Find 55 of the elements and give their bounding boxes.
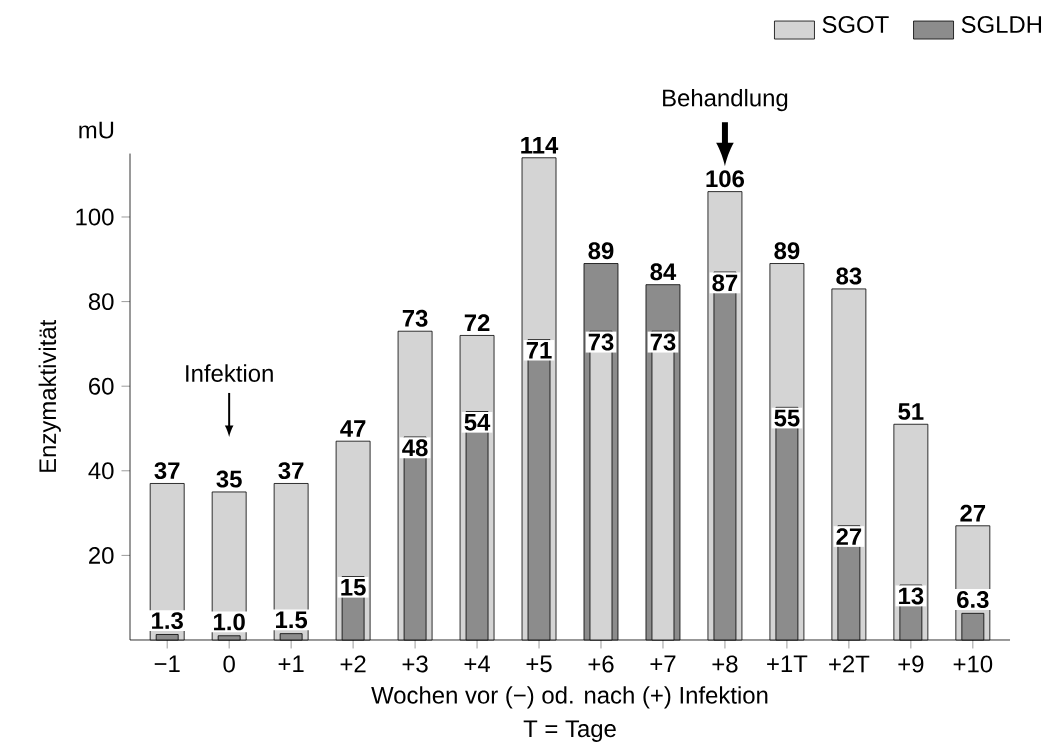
data-label: 89 [588, 242, 614, 260]
data-label: 72 [464, 314, 490, 332]
x-tick-label: +7 [650, 655, 676, 672]
x-tick-label: −1 [154, 655, 180, 672]
data-label: 27 [960, 504, 986, 522]
x-tick-label: +3 [402, 655, 428, 673]
x-tick-label: +10 [953, 655, 993, 673]
data-label: 37 [154, 462, 180, 480]
x-tick-label: +9 [898, 655, 924, 673]
data-label: 1.0 [214, 613, 245, 631]
data-label: 55 [774, 409, 800, 427]
data-label: 87 [712, 274, 738, 292]
y-tick-label: 40 [88, 462, 114, 480]
data-label: 73 [650, 333, 676, 351]
data-label: 71 [526, 342, 552, 359]
y-axis-title: Enzymaktivität [38, 319, 61, 472]
data-label: 89 [774, 242, 800, 260]
data-label: 37 [278, 462, 304, 480]
y-tick-label: 60 [89, 377, 114, 395]
legend-label: SGOT [822, 16, 889, 33]
annotation: Infektion [186, 364, 273, 382]
x-tick-label: +8 [712, 655, 738, 673]
x-tick-label: +4 [464, 655, 490, 672]
data-label: 15 [341, 578, 366, 596]
data-label: 73 [402, 309, 428, 327]
y-tick-label: 80 [88, 293, 114, 311]
y-tick-label: 20 [89, 546, 114, 564]
x-tick-label: +1T [767, 655, 808, 672]
data-label: 106 [706, 170, 745, 188]
x-tick-label: 0 [223, 655, 235, 673]
y-tick-label: 100 [76, 208, 114, 226]
text: mU [79, 121, 114, 139]
data-label: 54 [464, 413, 491, 431]
data-label: 73 [588, 333, 614, 351]
text: T = Tage [523, 720, 616, 742]
text: Behandlung [663, 88, 788, 112]
x-tick-label: +2 [340, 655, 366, 673]
x-axis-title: Wochen vor (−) od. nach (+) Infektion [371, 686, 768, 709]
x-tick-label: +2T [829, 655, 870, 673]
x-tick-label: +5 [526, 655, 552, 673]
data-label: 114 [521, 136, 559, 154]
data-label: 48 [402, 439, 428, 457]
data-label: 51 [898, 403, 924, 420]
data-label: 47 [340, 420, 366, 437]
x-tick-label: +1 [278, 655, 304, 672]
data-label: 84 [650, 263, 677, 281]
x-tick-label: +6 [588, 655, 614, 673]
data-label: 35 [216, 470, 242, 488]
data-label: 1.3 [152, 612, 183, 630]
data-label: 27 [836, 528, 862, 545]
data-label: 1.5 [276, 611, 308, 629]
data-label: 13 [899, 587, 924, 605]
legend-label: SGLDH [961, 16, 1042, 33]
data-label: 83 [836, 267, 862, 285]
data-label: 6.3 [957, 591, 989, 608]
